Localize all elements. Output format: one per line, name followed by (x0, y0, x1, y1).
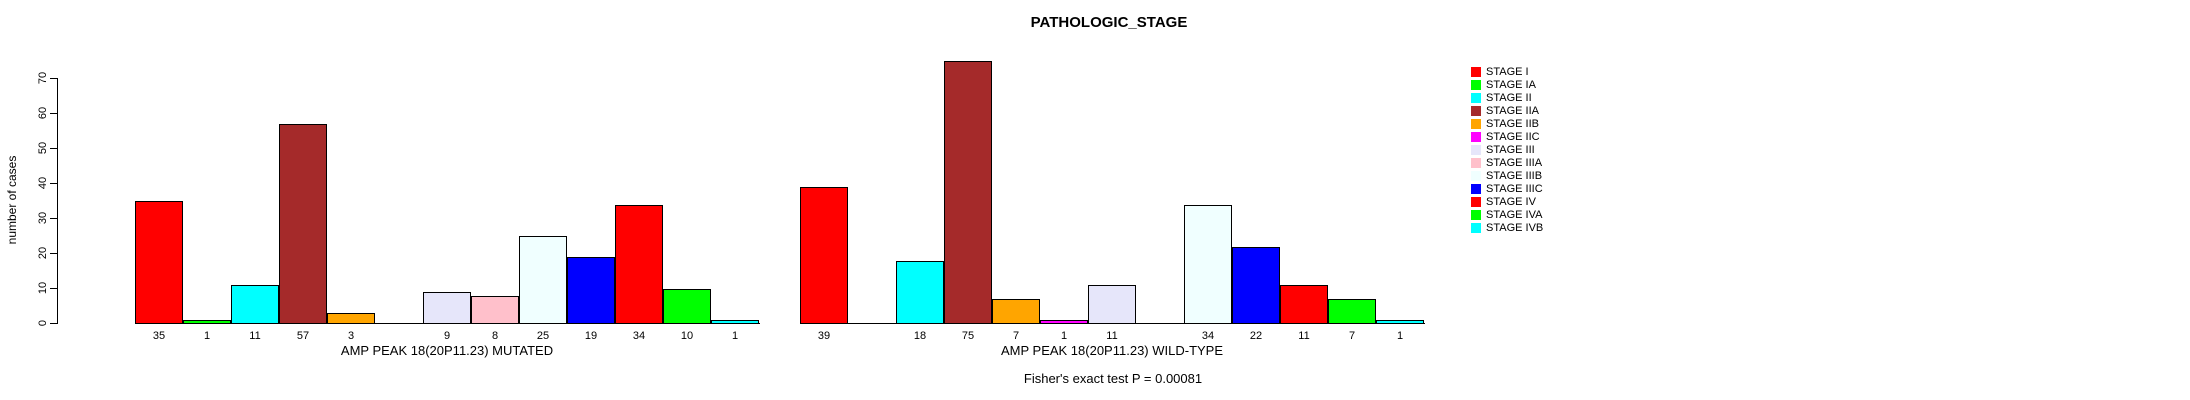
bar-value-label: 25 (536, 330, 550, 342)
y-axis-tick-label: 0 (37, 319, 49, 327)
legend-label-stage-iiib: STAGE IIIB (1486, 170, 1543, 182)
bar-stage-ia-amp-peak-18-20p11-23-mutated (183, 320, 231, 324)
legend-swatch-stage-i (1471, 67, 1481, 77)
bar-value-label: 34 (1201, 330, 1215, 342)
legend-label-stage-ia: STAGE IA (1486, 79, 1536, 91)
bar-value-label: 1 (1060, 330, 1068, 342)
bar-value-label: 34 (632, 330, 646, 342)
y-axis-tick-label: 40 (37, 176, 49, 190)
y-axis-tick (50, 183, 58, 184)
y-axis-tick (50, 288, 58, 289)
y-axis-tick (50, 78, 58, 79)
chart-title: PATHOLOGIC_STAGE (1030, 14, 1188, 31)
bar-value-label: 39 (817, 330, 831, 342)
bar-stage-i-amp-peak-18-20p11-23-mutated (135, 201, 183, 324)
y-axis-tick-label: 20 (37, 246, 49, 260)
bar-stage-iiic-amp-peak-18-20p11-23-mutated (567, 257, 615, 324)
legend-label-stage-ii: STAGE II (1486, 92, 1532, 104)
bar-value-label: 57 (296, 330, 310, 342)
bar-stage-i-amp-peak-18-20p11-23-wild-type (800, 187, 848, 324)
fisher-test-annotation: Fisher's exact test P = 0.00081 (1023, 371, 1203, 386)
y-axis-tick-label: 70 (37, 71, 49, 85)
bar-value-label: 10 (680, 330, 694, 342)
bar-stage-iiia-amp-peak-18-20p11-23-mutated (471, 296, 519, 324)
bar-value-label: 11 (1106, 330, 1118, 342)
bar-stage-iii-amp-peak-18-20p11-23-wild-type (1088, 285, 1136, 324)
legend-label-stage-iva: STAGE IVA (1486, 209, 1543, 221)
legend-label-stage-iiia: STAGE IIIA (1486, 157, 1543, 169)
bar-stage-iv-amp-peak-18-20p11-23-mutated (615, 205, 663, 324)
bar-value-label: 35 (152, 330, 166, 342)
legend-label-stage-iia: STAGE IIA (1486, 105, 1539, 117)
legend-swatch-stage-ia (1471, 80, 1481, 90)
legend-swatch-stage-iv (1471, 197, 1481, 207)
legend-swatch-stage-iiib (1471, 171, 1481, 181)
bar-stage-iiib-amp-peak-18-20p11-23-wild-type (1184, 205, 1232, 324)
legend-label-stage-i: STAGE I (1486, 66, 1529, 78)
bar-stage-iic-amp-peak-18-20p11-23-wild-type (1040, 320, 1088, 324)
bar-stage-iia-amp-peak-18-20p11-23-mutated (279, 124, 327, 324)
bar-stage-ivb-amp-peak-18-20p11-23-wild-type (1376, 320, 1424, 324)
legend-label-stage-iv: STAGE IV (1486, 196, 1536, 208)
bar-stage-iv-amp-peak-18-20p11-23-wild-type (1280, 285, 1328, 324)
bar-value-label: 1 (1396, 330, 1404, 342)
bar-value-label: 8 (491, 330, 499, 342)
y-axis-tick-label: 30 (37, 211, 49, 225)
bar-stage-iib-amp-peak-18-20p11-23-mutated (327, 313, 375, 324)
x-axis-label-amp-peak-18-20p11-23-wild-type: AMP PEAK 18(20P11.23) WILD-TYPE (1000, 343, 1224, 358)
legend-label-stage-iiic: STAGE IIIC (1486, 183, 1543, 195)
bar-value-label: 1 (203, 330, 211, 342)
bar-value-label: 3 (347, 330, 355, 342)
y-axis-title: number of cases (5, 155, 19, 245)
y-axis-tick-label: 60 (37, 106, 49, 120)
legend-label-stage-iii: STAGE III (1486, 144, 1535, 156)
legend-label-stage-iic: STAGE IIC (1486, 131, 1540, 143)
bar-stage-ii-amp-peak-18-20p11-23-wild-type (896, 261, 944, 324)
bar-stage-ivb-amp-peak-18-20p11-23-mutated (711, 320, 759, 324)
bar-stage-iii-amp-peak-18-20p11-23-mutated (423, 292, 471, 324)
bar-value-label: 9 (443, 330, 451, 342)
bar-value-label: 7 (1012, 330, 1020, 342)
y-axis-tick-label: 10 (37, 281, 49, 295)
bar-value-label: 19 (584, 330, 598, 342)
bar-value-label: 11 (1298, 330, 1310, 342)
legend-label-stage-ivb: STAGE IVB (1486, 222, 1544, 234)
y-axis-tick (50, 113, 58, 114)
y-axis-tick (50, 323, 58, 324)
bar-stage-iva-amp-peak-18-20p11-23-wild-type (1328, 299, 1376, 324)
y-axis-tick (50, 218, 58, 219)
y-axis-tick (50, 148, 58, 149)
bar-stage-iib-amp-peak-18-20p11-23-wild-type (992, 299, 1040, 324)
bar-value-label: 22 (1249, 330, 1263, 342)
y-axis-tick-label: 50 (37, 141, 49, 155)
legend-swatch-stage-ivb (1471, 223, 1481, 233)
bar-value-label: 1 (731, 330, 739, 342)
y-axis-tick (50, 253, 58, 254)
legend-swatch-stage-iii (1471, 145, 1481, 155)
bar-stage-iva-amp-peak-18-20p11-23-mutated (663, 289, 711, 324)
legend-swatch-stage-ii (1471, 93, 1481, 103)
bar-value-label: 11 (249, 330, 261, 342)
legend-swatch-stage-iia (1471, 106, 1481, 116)
legend-swatch-stage-iiic (1471, 184, 1481, 194)
legend-label-stage-iib: STAGE IIB (1486, 118, 1539, 130)
legend-swatch-stage-iva (1471, 210, 1481, 220)
bar-stage-iia-amp-peak-18-20p11-23-wild-type (944, 61, 992, 324)
legend-swatch-stage-iib (1471, 119, 1481, 129)
bar-stage-ii-amp-peak-18-20p11-23-mutated (231, 285, 279, 324)
y-axis-line (57, 78, 58, 324)
x-axis-label-amp-peak-18-20p11-23-mutated: AMP PEAK 18(20P11.23) MUTATED (340, 343, 554, 358)
bar-value-label: 7 (1348, 330, 1356, 342)
bar-value-label: 18 (913, 330, 927, 342)
legend-swatch-stage-iiia (1471, 158, 1481, 168)
legend-swatch-stage-iic (1471, 132, 1481, 142)
bar-stage-iiic-amp-peak-18-20p11-23-wild-type (1232, 247, 1280, 324)
bar-value-label: 75 (961, 330, 975, 342)
bar-stage-iiib-amp-peak-18-20p11-23-mutated (519, 236, 567, 324)
